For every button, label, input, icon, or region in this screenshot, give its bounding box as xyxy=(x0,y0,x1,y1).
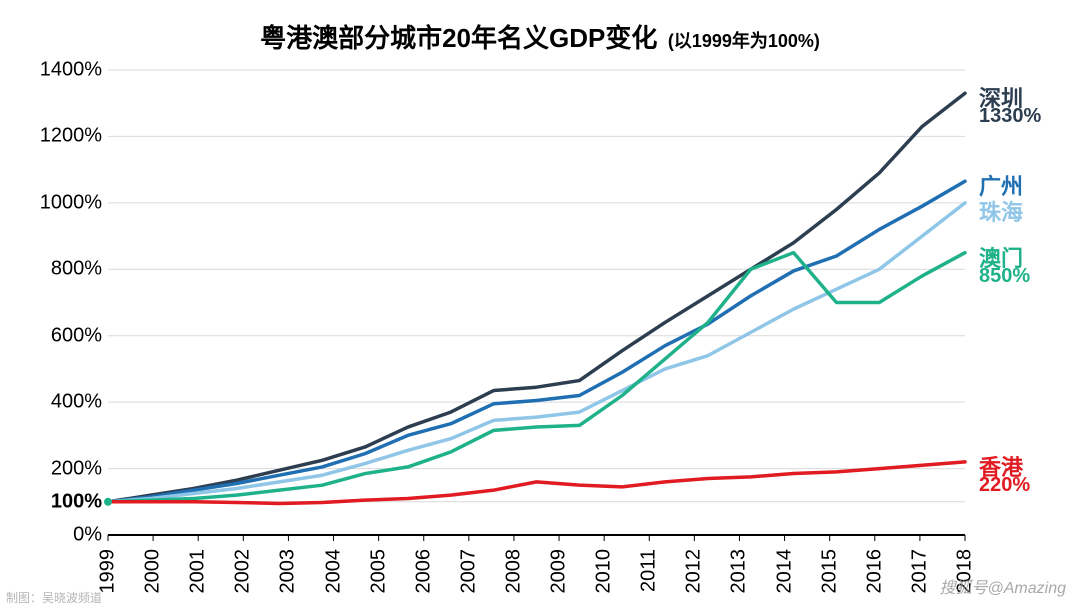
credit-text: 制图：吴晓波频道 xyxy=(6,589,102,606)
x-tick-label: 2004 xyxy=(322,549,345,594)
series-end-label: 珠海 xyxy=(979,195,1023,227)
x-tick-label: 2011 xyxy=(638,549,661,592)
y-tick-label: 600% xyxy=(51,324,102,347)
series-end-value: 850% xyxy=(979,265,1030,288)
x-tick-label: 2005 xyxy=(367,549,390,594)
x-tick-label: 2017 xyxy=(908,549,931,594)
x-tick-label: 2016 xyxy=(863,549,886,594)
x-tick-label: 1999 xyxy=(97,549,120,594)
x-tick-label: 2010 xyxy=(593,549,616,594)
x-tick-label: 2008 xyxy=(502,549,525,594)
y-tick-label: 100% xyxy=(51,490,102,513)
series-line-珠海 xyxy=(108,203,965,502)
y-tick-label: 0% xyxy=(73,524,102,547)
x-tick-label: 2012 xyxy=(683,549,706,594)
series-line-广州 xyxy=(108,181,965,502)
x-tick-label: 2006 xyxy=(412,549,435,594)
series-line-深圳 xyxy=(108,93,965,502)
x-tick-label: 2007 xyxy=(457,549,480,594)
chart-plot xyxy=(0,0,1080,608)
x-tick-label: 2013 xyxy=(728,549,751,594)
y-tick-label: 1000% xyxy=(40,191,102,214)
y-tick-label: 800% xyxy=(51,258,102,281)
x-tick-label: 2015 xyxy=(818,549,841,594)
y-tick-label: 1400% xyxy=(40,59,102,82)
x-tick-label: 2014 xyxy=(773,549,796,594)
x-tick-label: 2000 xyxy=(142,549,165,594)
series-end-value: 220% xyxy=(979,474,1030,497)
x-tick-label: 2003 xyxy=(277,549,300,594)
x-tick-label: 2001 xyxy=(187,549,210,594)
y-tick-label: 400% xyxy=(51,391,102,414)
start-marker xyxy=(104,498,112,506)
chart-container: 粤港澳部分城市20年名义GDP变化 (以1999年为100%) 0%100%20… xyxy=(0,0,1080,608)
y-tick-label: 200% xyxy=(51,457,102,480)
watermark-text: 搜狐号@Amazing xyxy=(940,574,1067,598)
x-tick-label: 2009 xyxy=(548,549,571,594)
series-end-value: 1330% xyxy=(979,105,1041,128)
x-tick-label: 2002 xyxy=(232,549,255,594)
y-tick-label: 1200% xyxy=(40,125,102,148)
